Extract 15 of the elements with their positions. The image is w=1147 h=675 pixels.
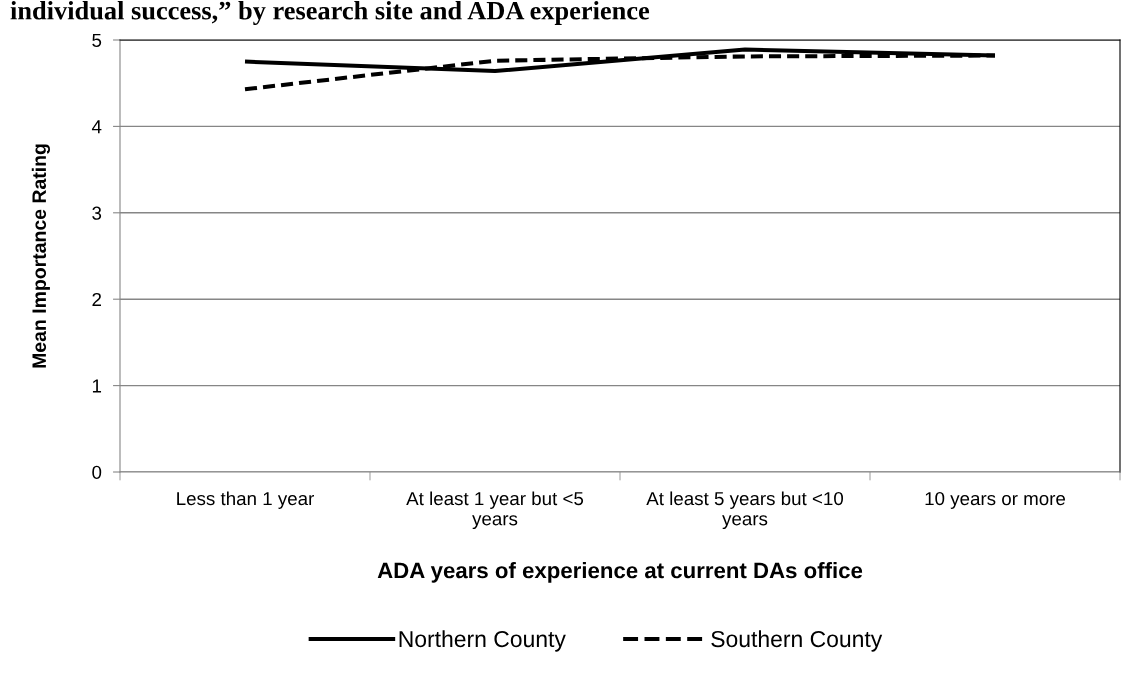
y-tick-label: 1	[92, 379, 102, 393]
x-tick-label: Less than 1 year	[177, 491, 315, 509]
legend-label: Southern County	[711, 630, 883, 652]
x-tick-label: At least 1 year but <5 years	[406, 491, 584, 530]
legend-label: Northern County	[399, 630, 566, 652]
x-tick-label: At least 5 years but <10 years	[646, 491, 844, 530]
y-tick-label: 2	[92, 292, 101, 306]
chart-title: individual success,” by research site and ADA experience	[10, 1, 650, 26]
x-axis-title: ADA years of experience at current DAs office	[377, 562, 863, 583]
y-tick-label: 0	[92, 465, 102, 479]
y-tick-label: 3	[92, 206, 102, 220]
x-tick-label: 10 years or more	[925, 491, 1066, 509]
y-axis-title: Mean Importance Rating	[31, 144, 50, 368]
y-tick-label: 4	[91, 120, 102, 134]
y-tick-label: 5	[92, 33, 102, 47]
